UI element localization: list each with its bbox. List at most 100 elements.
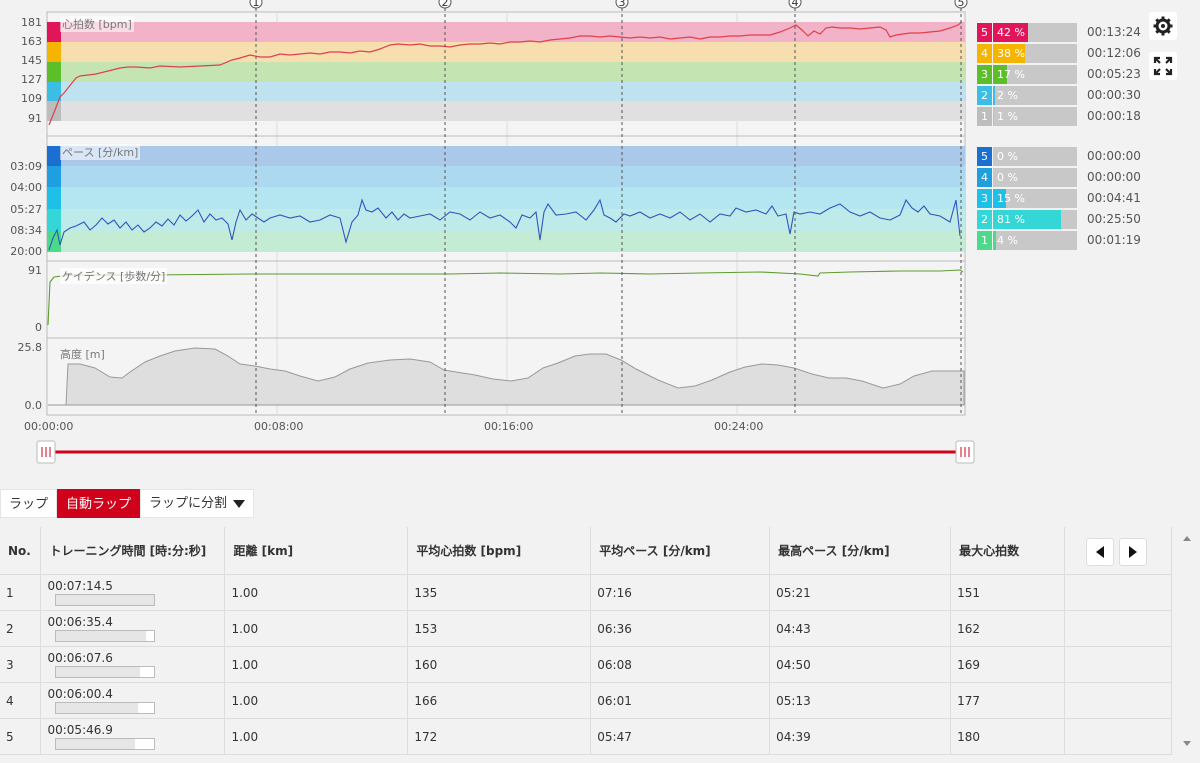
- column-header[interactable]: トレーニング時間 [時:分:秒]: [40, 527, 226, 575]
- zone-percent: 1 %: [997, 110, 1018, 123]
- pace-zones-bands: [47, 146, 965, 252]
- column-header[interactable]: No.: [0, 527, 42, 575]
- lap-time-cell: 00:07:14.5: [40, 574, 226, 611]
- lap-number: 1: [0, 574, 42, 611]
- auto-lap-button[interactable]: 自動ラップ: [57, 489, 141, 518]
- lap-marker-label: 1: [252, 0, 260, 9]
- activity-chart[interactable]: [0, 0, 1200, 470]
- zone-number: 3: [977, 189, 992, 208]
- table-row[interactable]: 4 00:06:00.4 1.00 166 06:01 05:13 177: [0, 682, 1172, 719]
- pace-tick: 20:00: [10, 245, 42, 258]
- lap-max-hr: 169: [950, 646, 1065, 683]
- table-row[interactable]: 2 00:06:35.4 1.00 153 06:36 04:43 162: [0, 610, 1172, 647]
- lap-marker-label: 2: [441, 0, 449, 9]
- pace-panel-label: ペース [分/km]: [60, 144, 141, 160]
- caret-down-icon: [233, 499, 246, 508]
- columns-prev-button[interactable]: [1086, 538, 1114, 566]
- hr-tick: 145: [21, 54, 42, 67]
- hr-tick: 91: [28, 112, 42, 125]
- columns-next-button[interactable]: [1119, 538, 1147, 566]
- table-row[interactable]: 1 00:07:14.5 1.00 135 07:16 05:21 151: [0, 574, 1172, 611]
- lap-time-cell: 00:06:35.4: [40, 610, 226, 647]
- lap-time: 00:06:35.4: [47, 614, 113, 629]
- table-scrollbar[interactable]: [1175, 527, 1200, 759]
- lap-avg-hr: 135: [407, 574, 592, 611]
- zone-percent: 42 %: [997, 26, 1025, 39]
- zone-number: 1: [977, 231, 992, 250]
- time-tick: 00:24:00: [714, 420, 764, 433]
- hr-tick: 127: [21, 73, 42, 86]
- zone-time: 00:04:41: [1087, 191, 1141, 205]
- lap-avg-pace: 05:47: [590, 718, 771, 755]
- lap-max-hr: 177: [950, 682, 1065, 719]
- zone-time: 00:12:06: [1087, 46, 1141, 60]
- column-header[interactable]: 最高ペース [分/km]: [769, 527, 952, 575]
- lap-marker-circles[interactable]: [249, 0, 968, 9]
- zone-percent: 0 %: [997, 171, 1018, 184]
- lap-time-cell: 00:06:07.6: [40, 646, 226, 683]
- table-row[interactable]: 5 00:05:46.9 1.00 172 05:47 04:39 180: [0, 718, 1172, 755]
- column-header[interactable]: 距離 [km]: [224, 527, 409, 575]
- lap-time-bar: [55, 630, 156, 642]
- table-row[interactable]: 3 00:06:07.6 1.00 160 06:08 04:50 169: [0, 646, 1172, 683]
- zone-time: 00:00:18: [1087, 109, 1141, 123]
- cadence-tick: 0: [35, 321, 42, 334]
- zone-percent: 81 %: [997, 213, 1025, 226]
- altitude-tick: 25.8: [17, 341, 43, 354]
- lap-time-cell: 00:05:46.9: [40, 718, 226, 755]
- arrow-left-icon: [1096, 546, 1104, 558]
- column-header[interactable]: 最大心拍数: [950, 527, 1065, 575]
- fullscreen-button[interactable]: [1149, 52, 1177, 80]
- zone-percent: 15 %: [997, 192, 1025, 205]
- range-handle-left[interactable]: [36, 440, 56, 464]
- lap-max-hr: 151: [950, 574, 1065, 611]
- lap-max-pace: 04:39: [769, 718, 952, 755]
- lap-max-pace: 04:43: [769, 610, 952, 647]
- lap-max-hr: 162: [950, 610, 1065, 647]
- lap-distance: 1.00: [224, 574, 409, 611]
- hr-tick: 109: [21, 92, 42, 105]
- split-lap-dropdown[interactable]: ラップに分割: [140, 489, 255, 518]
- hr-line: [48, 21, 963, 126]
- range-handle-right[interactable]: [955, 440, 975, 464]
- zone-number: 1: [977, 107, 992, 126]
- column-header[interactable]: 平均ペース [分/km]: [590, 527, 771, 575]
- lap-time: 00:07:14.5: [47, 578, 113, 593]
- zone-number: 3: [977, 65, 992, 84]
- split-lap-label: ラップに分割: [149, 496, 228, 511]
- lap-time-bar: [55, 738, 156, 750]
- scroll-arrows: [1183, 536, 1191, 746]
- pace-tick: 03:09: [10, 160, 42, 173]
- lap-distance: 1.00: [224, 718, 409, 755]
- lap-avg-pace: 07:16: [590, 574, 771, 611]
- lap-marker-label: 3: [618, 0, 626, 9]
- lap-distance: 1.00: [224, 682, 409, 719]
- column-nav-cell: [1064, 527, 1172, 575]
- hr-zones-bands: [47, 22, 965, 121]
- lap-time-cell: 00:06:00.4: [40, 682, 226, 719]
- lap-number: 5: [0, 718, 42, 755]
- zone-time: 00:01:19: [1087, 233, 1141, 247]
- lap-time: 00:06:07.6: [47, 650, 113, 665]
- lap-time-bar: [55, 702, 156, 714]
- lap-distance: 1.00: [224, 646, 409, 683]
- zone-percent: 4 %: [997, 234, 1018, 247]
- lap-marker-label: 5: [957, 0, 965, 9]
- table-header-row: No. トレーニング時間 [時:分:秒] 距離 [km] 平均心拍数 [bpm]…: [0, 527, 1172, 575]
- zone-time: 00:13:24: [1087, 25, 1141, 39]
- lap-time-bar: [55, 594, 156, 606]
- zone-time: 00:00:00: [1087, 170, 1141, 184]
- cadence-panel-label: ケイデンス [歩数/分]: [60, 268, 168, 284]
- settings-button[interactable]: [1149, 12, 1177, 40]
- zone-number: 2: [977, 86, 992, 105]
- column-header[interactable]: 平均心拍数 [bpm]: [407, 527, 592, 575]
- lap-marker-label: 4: [791, 0, 799, 9]
- lap-time: 00:05:46.9: [47, 722, 113, 737]
- time-tick: 00:16:00: [484, 420, 534, 433]
- altitude-tick: 0.0: [24, 399, 43, 412]
- zone-number: 2: [977, 210, 992, 229]
- lap-button[interactable]: ラップ: [0, 489, 58, 518]
- pace-tick: 04:00: [10, 181, 42, 194]
- cadence-tick: 91: [28, 264, 42, 277]
- zone-time: 00:25:50: [1087, 212, 1141, 226]
